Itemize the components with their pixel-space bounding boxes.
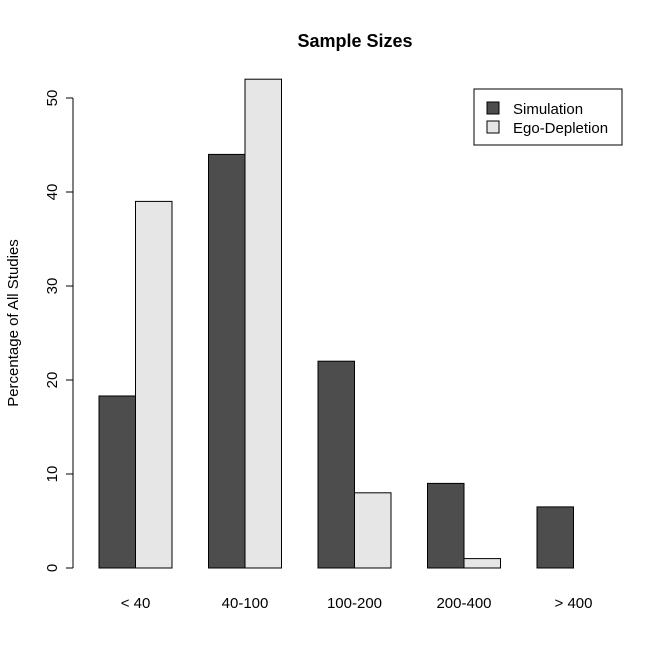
y-axis-label: Percentage of All Studies [5, 239, 22, 407]
legend-label-simulation: Simulation [513, 101, 583, 118]
bar-simulation-4 [536, 506, 574, 569]
bar-simulation-0 [98, 395, 136, 569]
bar-simulation-3 [427, 482, 465, 569]
legend-swatch-simulation [486, 101, 500, 115]
bar-ego-depletion-1 [244, 78, 282, 569]
y-axis-ticks: 0 10 20 30 40 50 [44, 90, 73, 572]
bar-ego-depletion-0 [135, 200, 173, 569]
bar-ego-depletion-3 [463, 558, 501, 569]
bar-simulation-1 [208, 153, 246, 569]
y-tick-label: 40 [44, 184, 61, 201]
y-tick-label: 30 [44, 278, 61, 295]
x-tick-label: 40-100 [222, 595, 269, 612]
y-tick-label: 10 [44, 466, 61, 483]
bar-simulation-2 [317, 360, 355, 569]
bars-group [98, 78, 574, 569]
x-tick-label: > 400 [555, 595, 593, 612]
x-tick-label: 200-400 [436, 595, 491, 612]
y-tick-label: 0 [44, 564, 61, 572]
x-tick-label: 100-200 [327, 595, 382, 612]
bar-ego-depletion-2 [354, 492, 392, 569]
y-tick-label: 50 [44, 90, 61, 107]
x-tick-label: < 40 [121, 595, 151, 612]
legend: Simulation Ego-Depletion [473, 88, 623, 146]
x-axis-tick-labels: < 40 40-100 100-200 200-400 > 400 [121, 595, 593, 612]
legend-label-ego-depletion: Ego-Depletion [513, 120, 608, 137]
legend-swatch-ego-depletion [486, 120, 500, 134]
y-tick-label: 20 [44, 372, 61, 389]
chart-title: Sample Sizes [297, 31, 412, 51]
legend-box [473, 88, 623, 146]
